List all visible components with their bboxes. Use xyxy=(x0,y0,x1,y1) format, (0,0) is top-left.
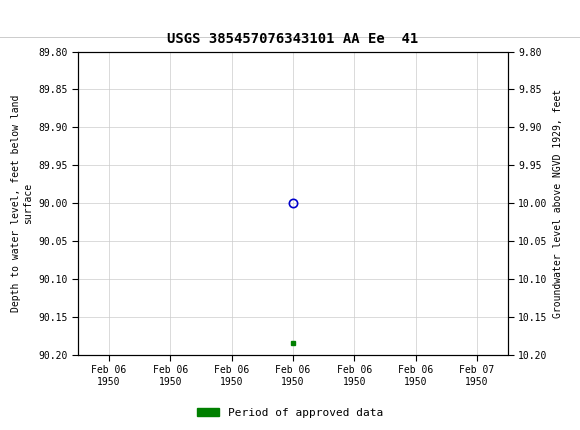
Title: USGS 385457076343101 AA Ee  41: USGS 385457076343101 AA Ee 41 xyxy=(167,32,419,46)
Y-axis label: Depth to water level, feet below land
surface: Depth to water level, feet below land su… xyxy=(12,95,33,312)
Text: ≡: ≡ xyxy=(10,7,31,31)
Text: USGS: USGS xyxy=(35,9,95,28)
Y-axis label: Groundwater level above NGVD 1929, feet: Groundwater level above NGVD 1929, feet xyxy=(553,89,563,318)
Legend: Period of approved data: Period of approved data xyxy=(193,403,387,422)
